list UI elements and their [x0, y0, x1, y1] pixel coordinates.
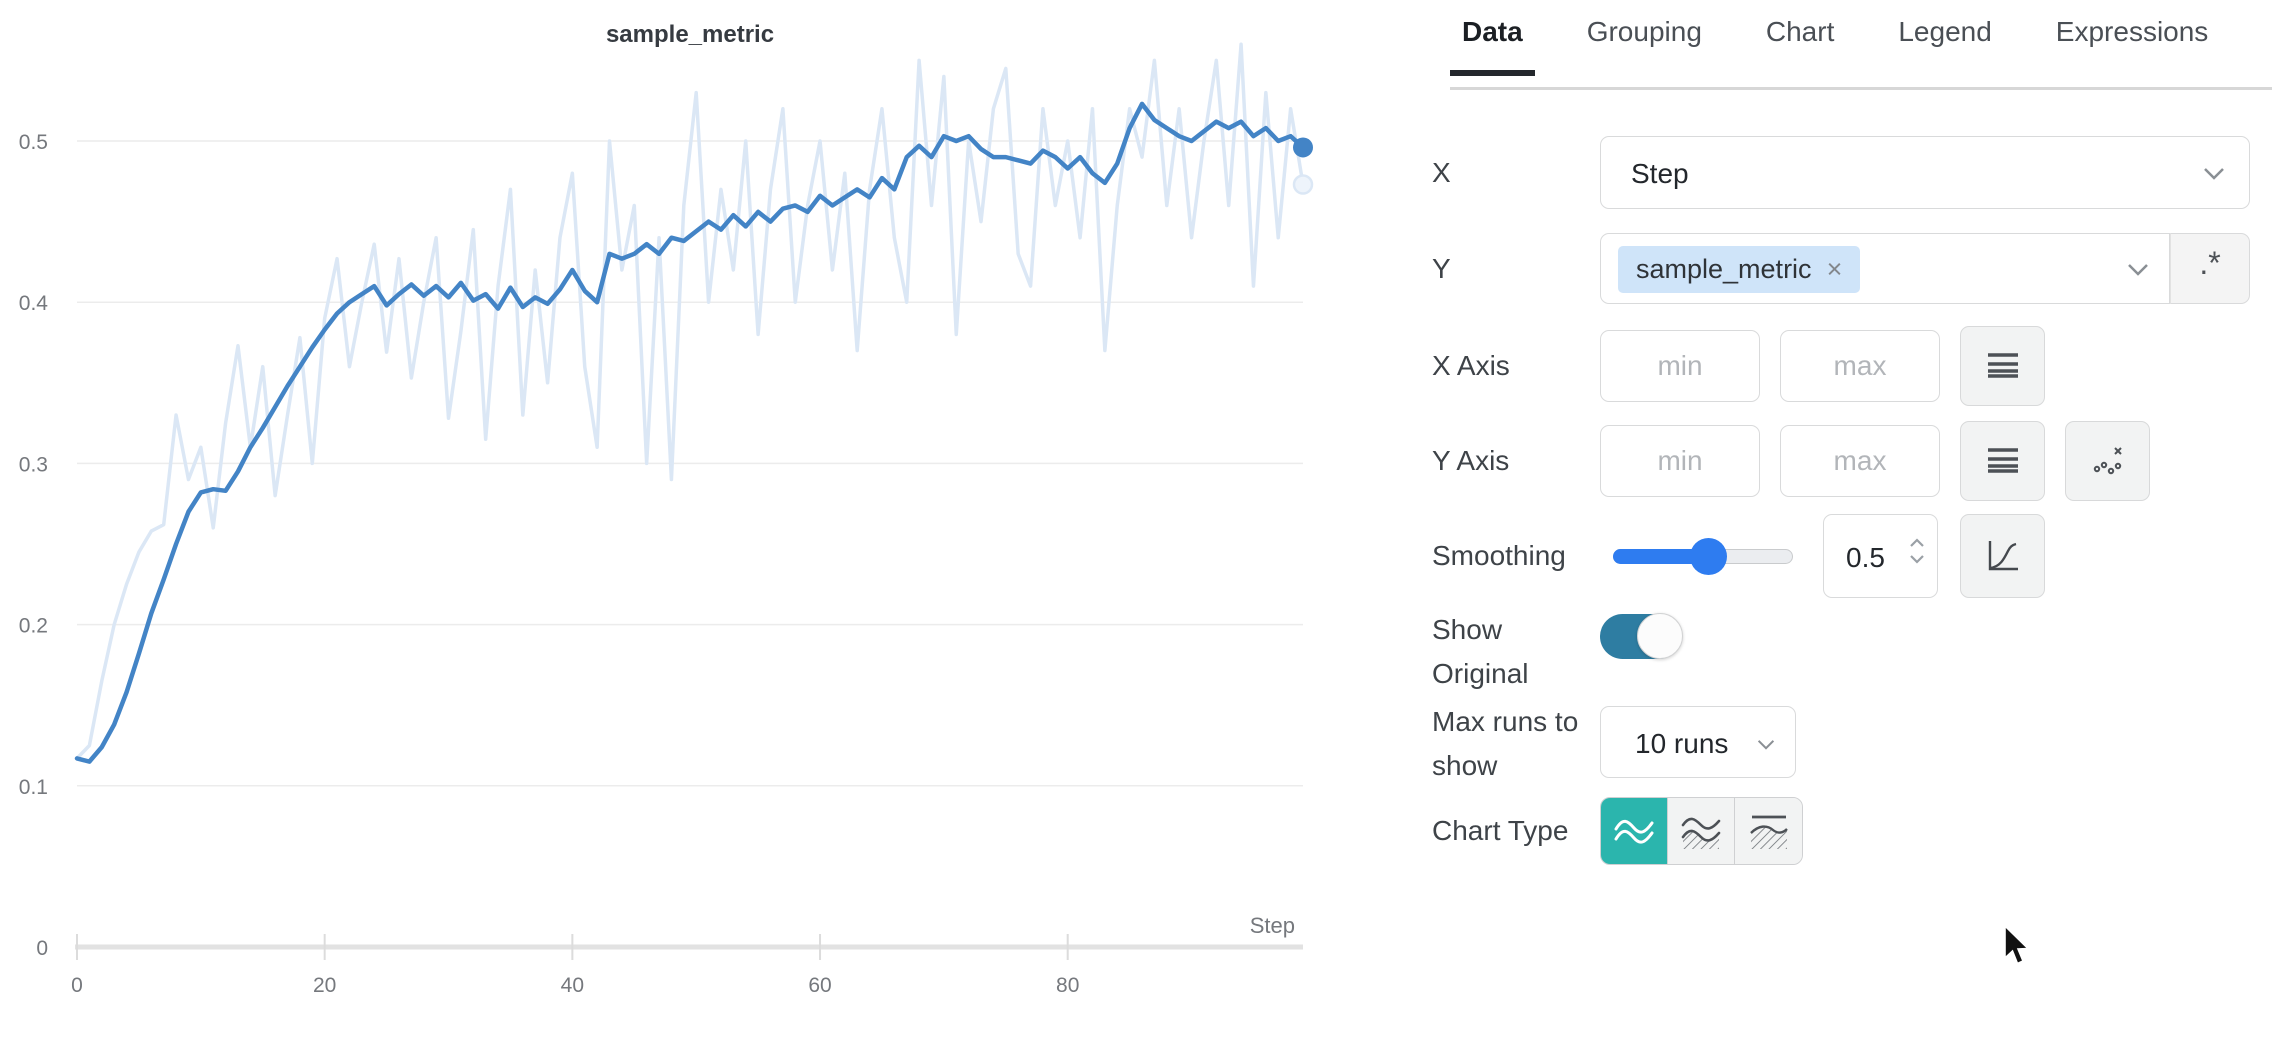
smoothed-end-dot [1293, 137, 1313, 158]
y-axis-range-row: Y Axis [1432, 421, 2272, 501]
original-end-dot [1292, 174, 1314, 195]
y-tick-label: 0.4 [19, 292, 49, 315]
chart-type-minmax-area-button[interactable] [1668, 798, 1735, 864]
x-axis-max-input[interactable] [1780, 330, 1940, 402]
y-tick-label: 0.1 [19, 776, 48, 799]
x-axis-range-row: X Axis [1432, 326, 2272, 406]
ignore-outliers-button[interactable] [2065, 421, 2150, 501]
x-tick-label: 80 [1056, 974, 1079, 997]
stddev-area-plot-icon [1749, 815, 1788, 849]
y-axis-max-input[interactable] [1780, 425, 1940, 497]
x-axis-select[interactable]: Step [1600, 136, 2250, 209]
tab-data[interactable]: Data [1450, 16, 1535, 76]
x-tick-label: 0 [71, 974, 83, 997]
tab-grouping[interactable]: Grouping [1586, 16, 1702, 47]
chart-type-button-group [1600, 797, 1803, 865]
show-original-row: Show Original [1432, 608, 2272, 700]
chart-title: sample_metric [606, 21, 774, 48]
y-axis-log-scale-button[interactable] [1960, 421, 2045, 501]
log-scale-icon [1987, 448, 2018, 473]
chart-type-row: Chart Type [1432, 797, 2272, 865]
y-tick-label: 0.2 [19, 615, 48, 638]
chart-type-line-button[interactable] [1601, 798, 1668, 864]
smoothing-stepper[interactable] [1909, 538, 1925, 564]
remove-metric-icon[interactable]: × [1826, 254, 1843, 284]
x-field-row: X Step [1432, 136, 2272, 209]
x-field-label: X [1432, 157, 1451, 188]
y-tick-label: 0 [36, 937, 48, 960]
x-tick-label: 20 [313, 974, 336, 997]
smoothed-line [74, 101, 1306, 764]
tab-chart[interactable]: Chart [1765, 16, 1835, 47]
chevron-down-icon [2204, 168, 2224, 180]
tab-expressions[interactable]: Expressions [2055, 16, 2209, 47]
mouse-cursor [2004, 925, 2030, 965]
regex-toggle-button[interactable]: .* [2170, 233, 2250, 304]
x-tick-label: 40 [561, 974, 584, 997]
x-axis-range-label: X Axis [1432, 350, 1510, 381]
y-axis-range-label: Y Axis [1432, 445, 1510, 476]
max-runs-selected-value: 10 runs [1635, 728, 1729, 759]
y-metric-chip-label: sample_metric [1636, 254, 1812, 284]
show-original-label: Show Original [1432, 614, 1529, 689]
stepper-down-icon[interactable] [1909, 554, 1925, 564]
max-runs-select[interactable]: 10 runs [1600, 706, 1796, 778]
settings-tabs: Data Grouping Chart Legend Expressions [1450, 16, 2209, 76]
y-field-label: Y [1432, 253, 1451, 284]
x-axis-selected-value: Step [1631, 158, 1689, 189]
y-tick-label: 0.5 [19, 131, 48, 154]
line-chart[interactable]: 0 20 40 60 80 0 0.1 0.2 0.3 0.4 0.5 Step sample_metr… [0, 0, 1432, 1040]
smoothing-label: Smoothing [1432, 540, 1566, 571]
y-field-row: Y sample_metric × .* [1432, 233, 2272, 304]
max-runs-label: Max runs to show [1432, 706, 1579, 781]
minmax-area-plot-icon [1681, 817, 1721, 849]
x-axis-min-input[interactable] [1600, 330, 1760, 402]
smoothing-curve-icon [1988, 541, 2018, 571]
smoothing-slider-knob[interactable] [1690, 538, 1727, 575]
log-scale-icon [1987, 353, 2018, 378]
x-axis-log-scale-button[interactable] [1960, 326, 2045, 406]
tab-legend[interactable]: Legend [1898, 16, 1992, 47]
line-plot-icon [1614, 819, 1654, 844]
toggle-knob [1637, 613, 1683, 659]
original-line [75, 42, 1305, 761]
chevron-down-icon [2128, 264, 2148, 276]
chart-panel: 0 20 40 60 80 0 0.1 0.2 0.3 0.4 0.5 Step sample_metr… [0, 0, 1432, 1040]
chart-type-stddev-area-button[interactable] [1735, 798, 1802, 864]
chart-settings-panel: Data Grouping Chart Legend Expressions X… [1432, 0, 2272, 1040]
y-metric-chip: sample_metric × [1618, 246, 1861, 293]
chevron-down-icon [1757, 740, 1775, 750]
smoothing-row: Smoothing 0.5 [1432, 514, 2272, 598]
running-average-button[interactable] [1960, 514, 2045, 598]
smoothing-value: 0.5 [1846, 542, 1885, 573]
ignore-outliers-icon [2093, 447, 2122, 475]
stepper-up-icon[interactable] [1909, 538, 1925, 548]
y-axis-min-input[interactable] [1600, 425, 1760, 497]
chart-type-label: Chart Type [1432, 815, 1569, 846]
show-original-toggle[interactable] [1600, 613, 1683, 659]
x-tick-label: 60 [808, 974, 831, 997]
x-axis-title: Step [1250, 913, 1295, 938]
max-runs-row: Max runs to show 10 runs [1432, 700, 2272, 792]
smoothing-number-input[interactable]: 0.5 [1823, 514, 1938, 598]
y-metric-combobox[interactable]: sample_metric × [1600, 233, 2170, 304]
y-tick-label: 0.3 [19, 453, 48, 476]
tabs-underline [1450, 87, 2272, 90]
smoothing-slider[interactable] [1613, 538, 1793, 575]
